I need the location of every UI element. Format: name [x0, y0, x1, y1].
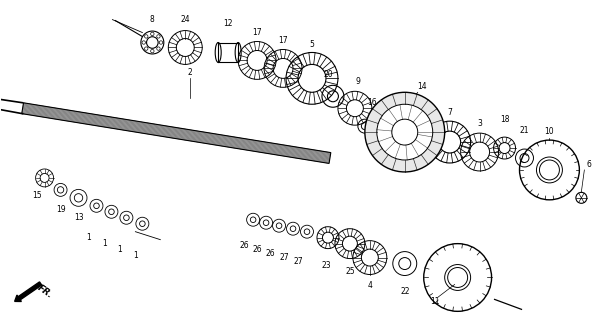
Text: 14: 14	[417, 82, 427, 91]
Circle shape	[159, 41, 163, 44]
Text: FR.: FR.	[36, 283, 54, 300]
Text: 10: 10	[545, 127, 554, 136]
Text: 1: 1	[86, 233, 91, 242]
Text: 22: 22	[400, 287, 410, 296]
Text: 13: 13	[74, 213, 83, 222]
Text: 26: 26	[265, 249, 275, 258]
Text: 5: 5	[309, 40, 314, 49]
Text: 2: 2	[188, 68, 193, 77]
Text: 27: 27	[279, 253, 289, 262]
Text: 16: 16	[367, 98, 377, 107]
Text: 24: 24	[181, 15, 190, 24]
Text: 11: 11	[430, 297, 440, 306]
Text: 18: 18	[500, 115, 510, 124]
Polygon shape	[22, 103, 331, 164]
Text: 27: 27	[293, 257, 303, 266]
Text: 17: 17	[278, 36, 288, 45]
Text: 26: 26	[240, 241, 249, 250]
Circle shape	[157, 35, 160, 38]
Text: 6: 6	[587, 160, 592, 170]
Text: 17: 17	[252, 28, 262, 37]
Text: 1: 1	[117, 245, 122, 254]
Text: 3: 3	[477, 119, 482, 128]
Text: 12: 12	[223, 19, 233, 28]
Text: 1: 1	[133, 251, 138, 260]
Circle shape	[377, 104, 433, 160]
FancyArrow shape	[15, 282, 42, 301]
Text: 4: 4	[367, 281, 372, 290]
Text: 7: 7	[447, 108, 452, 117]
Text: 1: 1	[102, 239, 107, 248]
Text: 8: 8	[150, 15, 154, 24]
Circle shape	[151, 49, 154, 53]
Text: 15: 15	[32, 191, 41, 200]
Circle shape	[145, 35, 148, 38]
Text: 9: 9	[356, 77, 361, 86]
Circle shape	[142, 41, 145, 44]
Text: 20: 20	[323, 70, 333, 79]
Circle shape	[365, 92, 444, 172]
Text: 25: 25	[345, 267, 354, 276]
Text: 23: 23	[321, 261, 331, 270]
Text: 21: 21	[520, 126, 529, 135]
Circle shape	[151, 32, 154, 36]
Circle shape	[157, 47, 160, 50]
Circle shape	[145, 47, 148, 50]
Text: 19: 19	[56, 205, 66, 214]
Text: 26: 26	[252, 245, 262, 254]
